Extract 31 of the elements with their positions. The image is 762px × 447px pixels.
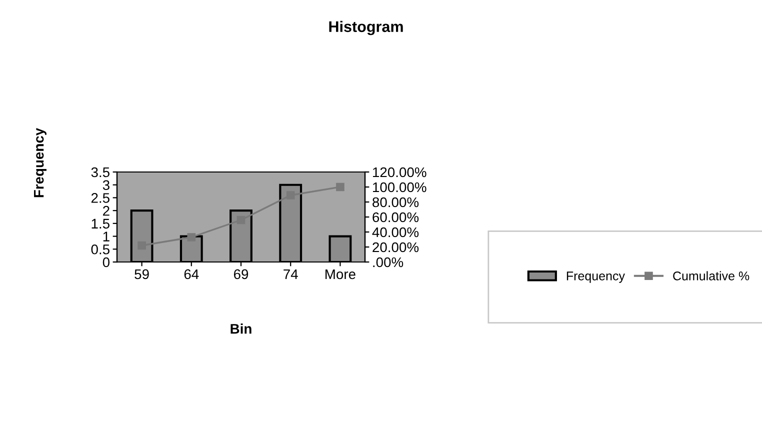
x-tick-label: 74 bbox=[284, 269, 298, 280]
y2-tick-label: 100.00% bbox=[373, 182, 426, 192]
x-tick-label: 69 bbox=[234, 269, 248, 280]
legend-label: Frequency bbox=[566, 272, 625, 283]
y2-tick-label: 60.00% bbox=[372, 212, 419, 222]
y-tick-label: 0 bbox=[102, 257, 110, 268]
y-tick-label: 3 bbox=[102, 180, 110, 190]
y2-tick-label: 20.00% bbox=[372, 242, 419, 252]
point bbox=[336, 182, 344, 192]
y2-tick-label: 40.00% bbox=[372, 227, 419, 238]
x-axis-title: Bin bbox=[230, 324, 252, 334]
bar bbox=[328, 235, 352, 262]
x-tick-label: 59 bbox=[134, 269, 149, 280]
bar bbox=[230, 210, 252, 262]
bar bbox=[279, 184, 302, 262]
legend-label: Cumulative % bbox=[673, 271, 750, 280]
x-tick-label: 64 bbox=[184, 269, 199, 280]
y-tick-label: 1 bbox=[103, 232, 110, 242]
y-axis-title: Frequency bbox=[34, 128, 46, 198]
y-tick-label: 2.5 bbox=[91, 193, 110, 203]
x-tick-label: More bbox=[326, 269, 356, 280]
y-tick-label: 0.5 bbox=[91, 244, 110, 254]
y-tick-label: 3.5 bbox=[91, 167, 110, 178]
chart-title: Histogram bbox=[329, 20, 403, 36]
point bbox=[187, 233, 196, 242]
y2-tick-label: 120.00% bbox=[373, 167, 426, 178]
y2-tick-label: 80.00% bbox=[372, 197, 419, 208]
y-tick-label: 2 bbox=[103, 206, 110, 216]
y2-tick-label: .00% bbox=[373, 257, 404, 268]
bar bbox=[130, 210, 154, 262]
y-tick-label: 1.5 bbox=[92, 218, 110, 229]
